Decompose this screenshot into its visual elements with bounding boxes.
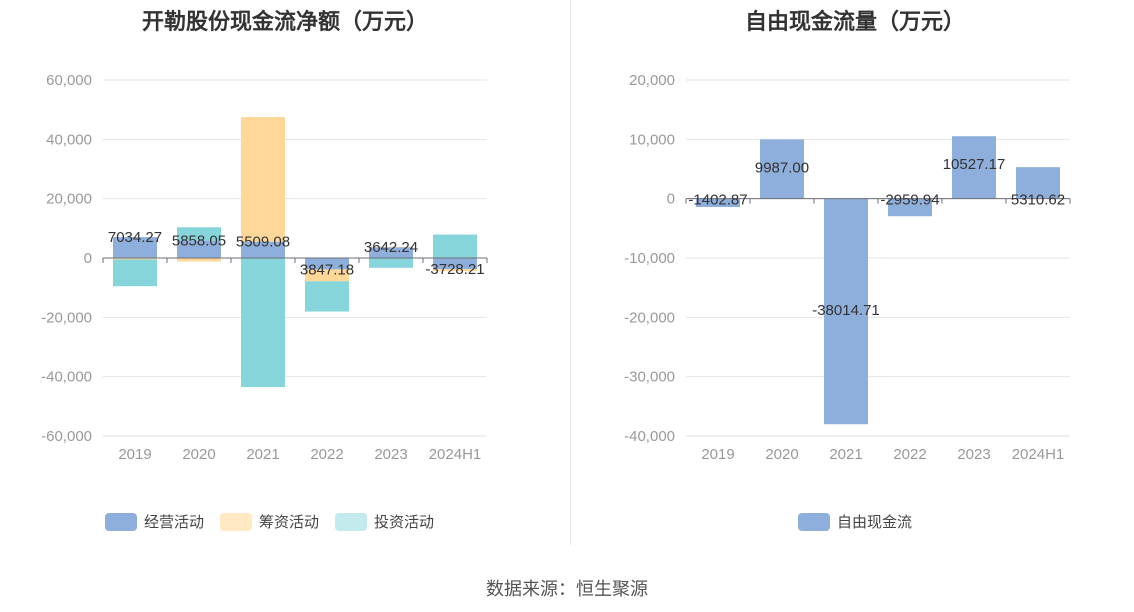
left-x-tick-label: 2023: [374, 446, 407, 463]
left-data-label: 7034.27: [108, 229, 162, 246]
left-x-tick-label: 2024H1: [429, 446, 482, 463]
right-x-tick-label: 2023: [957, 446, 990, 463]
left-bar-financing: [113, 258, 157, 260]
left-bar-investing: [241, 258, 285, 388]
left-bar-financing: [305, 269, 349, 282]
left-bar-investing: [177, 227, 221, 241]
right-bar-free-cash-flow: [760, 139, 804, 199]
left-y-tick-label: -40,000: [41, 369, 92, 386]
left-data-label: 5509.08: [236, 234, 290, 251]
left-y-tick-label: -20,000: [41, 309, 92, 326]
right-bar-free-cash-flow: [696, 198, 740, 207]
left-x-tick-label: 2020: [182, 446, 215, 463]
legend-item-free-cash-flow[interactable]: 自由现金流: [798, 511, 912, 532]
right-x-tick-label: 2021: [829, 446, 862, 463]
left-bar-investing: [433, 234, 477, 258]
legend-label-free-cash-flow: 自由现金流: [837, 514, 913, 531]
left-data-label: 3642.24: [364, 239, 418, 256]
right-data-label: 9987.00: [755, 159, 809, 176]
left-bar-financing: [177, 258, 221, 262]
right-y-tick-label: -40,000: [624, 428, 675, 445]
right-y-tick-label: 0: [667, 191, 675, 208]
left-bar-investing: [113, 259, 157, 287]
right-x-tick-label: 2024H1: [1012, 446, 1065, 463]
right-bar-free-cash-flow: [824, 198, 868, 425]
left-y-tick-label: 0: [84, 250, 92, 267]
right-data-label: 5310.62: [1011, 192, 1065, 209]
right-x-tick-label: 2019: [701, 446, 734, 463]
left-y-tick-label: 40,000: [46, 131, 92, 148]
left-y-tick-label: 20,000: [46, 191, 92, 208]
legend-label-investing: 投资活动: [374, 514, 435, 531]
left-bar-operating: [241, 241, 285, 258]
left-bar-operating: [113, 237, 157, 258]
right-chart-legend: 自由现金流: [798, 511, 912, 532]
left-bar-operating: [433, 258, 477, 270]
legend-item-operating[interactable]: 经营活动: [105, 511, 204, 532]
left-bar-operating: [369, 247, 413, 258]
right-chart-title: 自由现金流量（万元）: [744, 9, 965, 34]
right-data-label: -1402.87: [688, 192, 747, 209]
right-y-tick-label: 10,000: [629, 131, 675, 148]
left-data-label: 3847.18: [300, 261, 354, 278]
left-bar-financing: [369, 246, 413, 248]
left-x-tick-label: 2021: [246, 446, 279, 463]
right-y-tick-label: 20,000: [629, 72, 675, 89]
left-bar-investing: [369, 258, 413, 268]
right-bar-free-cash-flow: [952, 136, 996, 199]
legend-swatch-investing: [335, 512, 368, 531]
left-x-tick-label: 2019: [118, 446, 151, 463]
left-y-tick-label: -60,000: [41, 428, 92, 445]
right-y-tick-label: -10,000: [624, 250, 675, 267]
left-bar-financing: [433, 269, 477, 272]
legend-item-investing[interactable]: 投资活动: [335, 511, 434, 532]
legend-swatch-free-cash-flow: [798, 512, 830, 531]
legend-item-financing[interactable]: 筹资活动: [220, 511, 319, 532]
left-bar-investing: [305, 281, 349, 312]
chart-divider: [570, 0, 571, 545]
left-chart-legend: 经营活动 筹资活动 投资活动: [105, 511, 434, 532]
legend-swatch-operating: [105, 512, 137, 531]
right-x-tick-label: 2022: [893, 446, 926, 463]
left-bar-financing: [241, 117, 285, 242]
right-data-label: 10527.17: [943, 156, 1006, 173]
left-x-tick-label: 2022: [310, 446, 343, 463]
left-data-label: -3728.21: [425, 261, 484, 278]
legend-label-financing: 筹资活动: [259, 514, 320, 531]
right-bar-free-cash-flow: [1016, 167, 1060, 199]
left-bar-operating: [305, 258, 349, 270]
data-source-note: 数据来源：恒生聚源: [486, 579, 648, 599]
right-y-tick-label: -30,000: [624, 369, 675, 386]
right-x-tick-label: 2020: [765, 446, 798, 463]
left-y-tick-label: 60,000: [46, 72, 92, 89]
right-bar-free-cash-flow: [888, 198, 932, 217]
legend-swatch-financing: [220, 512, 253, 531]
right-data-label: -2959.94: [880, 192, 939, 209]
left-bar-operating: [177, 240, 221, 258]
right-y-tick-label: -20,000: [624, 309, 675, 326]
left-chart-title: 开勒股份现金流净额（万元）: [141, 9, 428, 34]
left-data-label: 5858.05: [172, 233, 226, 250]
legend-label-operating: 经营活动: [144, 514, 205, 531]
right-data-label: -38014.71: [812, 302, 880, 319]
